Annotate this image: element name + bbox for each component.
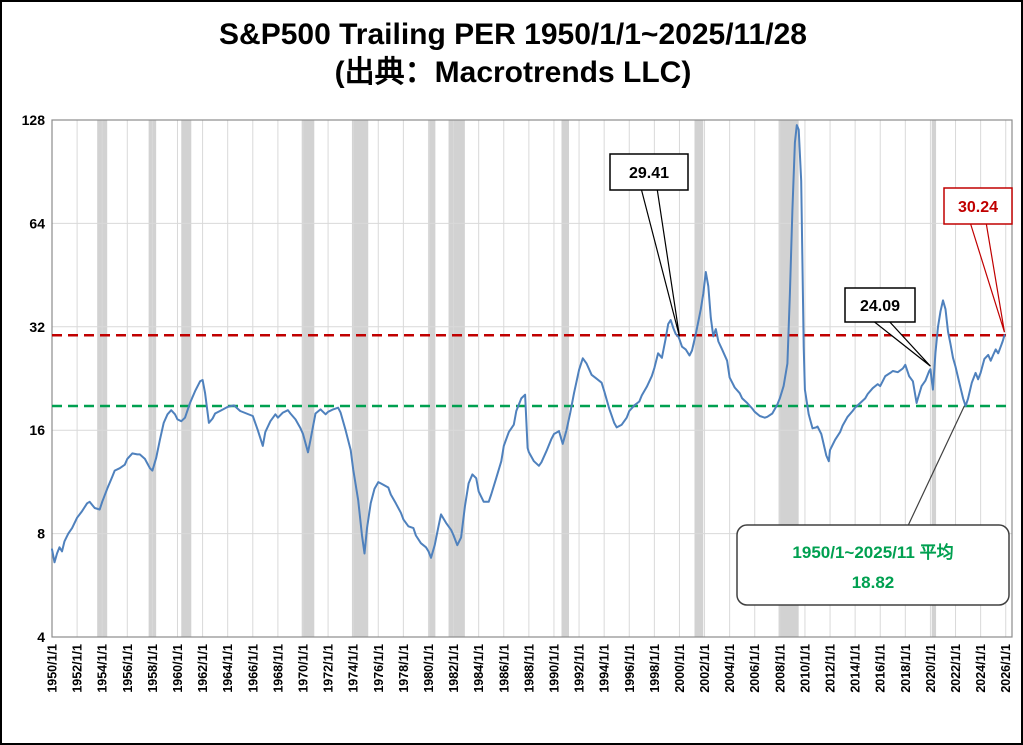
average-callout-value: 18.82 (852, 573, 895, 592)
chart-subtitle: (出典：Macrotrends LLC) (335, 56, 692, 89)
annotation-value: 29.41 (629, 165, 669, 182)
x-axis-tick-label: 1986/1/1 (497, 644, 511, 693)
recession-band (561, 120, 570, 637)
y-axis-tick-label: 16 (29, 422, 45, 438)
x-axis-tick-label: 1966/1/1 (246, 644, 260, 693)
recession-band (694, 120, 704, 637)
x-axis-tick-label: 2004/1/1 (723, 644, 737, 693)
x-axis-tick-label: 1992/1/1 (573, 644, 587, 693)
x-axis-tick-label: 1968/1/1 (271, 644, 285, 693)
x-axis-tick-label: 1960/1/1 (171, 644, 185, 693)
x-axis-tick-label: 1984/1/1 (472, 644, 486, 693)
x-axis-tick-label: 1956/1/1 (121, 644, 135, 693)
x-axis-tick-label: 2018/1/1 (899, 644, 913, 693)
x-axis-tick-label: 1996/1/1 (623, 644, 637, 693)
x-axis-tick-label: 2026/1/1 (999, 644, 1013, 693)
average-callout-box (736, 524, 1010, 606)
x-axis-tick-label: 1998/1/1 (648, 644, 662, 693)
recession-band (301, 120, 315, 637)
recession-band (181, 120, 192, 637)
annotation-leader (969, 221, 1006, 333)
x-axis-tick-label: 2020/1/1 (924, 644, 938, 693)
x-axis-tick-label: 2014/1/1 (849, 644, 863, 693)
recession-band (429, 120, 436, 637)
recession-band (351, 120, 369, 637)
average-callout-leader (907, 405, 965, 526)
annotation-box (844, 287, 916, 323)
recession-band (778, 120, 799, 637)
annotation-box (943, 187, 1013, 225)
y-axis-tick-label: 8 (37, 526, 45, 542)
y-axis-tick-label: 128 (22, 112, 46, 128)
average-callout-text: 1950/1~2025/11 平均 (792, 542, 953, 562)
plot-border (51, 119, 1013, 638)
x-axis-tick-label: 1978/1/1 (397, 644, 411, 693)
x-axis-tick-label: 1990/1/1 (547, 644, 561, 693)
annotation-leader (640, 187, 681, 337)
x-axis-tick-label: 1988/1/1 (522, 644, 536, 693)
y-axis-tick-label: 4 (37, 629, 45, 645)
x-axis-tick-label: 2006/1/1 (748, 644, 762, 693)
annotation-value: 24.09 (860, 298, 900, 315)
recession-band (448, 120, 465, 637)
x-axis-tick-label: 1964/1/1 (221, 644, 235, 693)
annotation-box (609, 153, 689, 191)
x-axis-tick-label: 1952/1/1 (71, 644, 85, 693)
annotation-value: 30.24 (958, 199, 998, 216)
x-axis-tick-label: 2010/1/1 (798, 644, 812, 693)
y-axis-tick-label: 64 (29, 215, 45, 231)
x-axis-tick-label: 1958/1/1 (146, 644, 160, 693)
x-axis-tick-label: 1982/1/1 (447, 644, 461, 693)
x-axis-tick-label: 2024/1/1 (974, 644, 988, 693)
x-axis-tick-label: 1976/1/1 (372, 644, 386, 693)
x-axis-tick-label: 1980/1/1 (422, 644, 436, 693)
chart-title: S&P500 Trailing PER 1950/1/1~2025/11/28 (219, 18, 807, 51)
x-axis-tick-label: 1974/1/1 (347, 644, 361, 693)
per-line (51, 124, 1006, 564)
x-axis-tick-label: 2012/1/1 (824, 644, 838, 693)
x-axis-tick-label: 1994/1/1 (598, 644, 612, 693)
x-axis-tick-label: 1970/1/1 (296, 644, 310, 693)
x-axis-tick-label: 2016/1/1 (874, 644, 888, 693)
x-axis-tick-label: 2008/1/1 (773, 644, 787, 693)
x-axis-tick-label: 1950/1/1 (46, 644, 60, 693)
y-axis-tick-label: 32 (29, 319, 45, 335)
x-axis-tick-label: 1972/1/1 (322, 644, 336, 693)
x-axis-tick-label: 2000/1/1 (673, 644, 687, 693)
x-axis-tick-label: 1954/1/1 (96, 644, 110, 693)
x-axis-tick-label: 2002/1/1 (698, 644, 712, 693)
x-axis-tick-label: 2022/1/1 (949, 644, 963, 693)
x-axis-tick-label: 1962/1/1 (196, 644, 210, 693)
